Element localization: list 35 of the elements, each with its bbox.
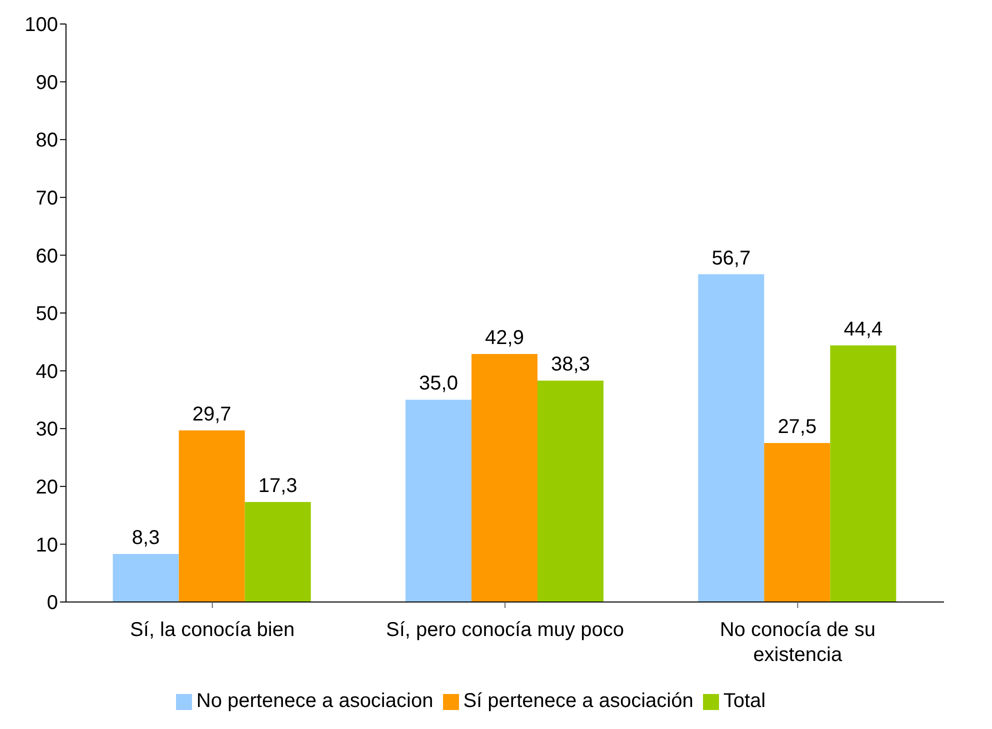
x-tick-label: Sí, pero conocía muy poco [386,619,624,641]
data-label: 44,4 [844,318,883,340]
legend-label: Sí pertenece a asociación [463,690,694,712]
bar [830,345,896,602]
y-tick-label: 80 [36,130,58,152]
bar [112,554,179,602]
x-tick-label: No conocía de su existencia [720,619,876,666]
bar [698,274,764,602]
data-label: 42,9 [485,327,524,350]
y-tick-label: 10 [36,534,58,556]
y-tick-label: 0 [46,592,58,614]
legend-label: Total [723,690,766,712]
y-tick-label: 100 [24,14,58,36]
y-tick-label: 50 [36,303,58,326]
data-label: 29,7 [192,403,232,426]
data-label: 8,3 [132,527,160,550]
y-tick-label: 30 [36,418,58,441]
data-label: 17,3 [258,475,298,498]
bar [471,354,538,602]
bar [178,430,245,602]
bar [537,380,604,602]
data-label: 56,7 [712,247,751,270]
y-tick-label: 60 [36,245,58,268]
bar [405,400,472,602]
data-label: 27,5 [778,416,817,438]
y-tick-label: 90 [36,72,58,94]
data-label: 35,0 [419,372,458,395]
data-label: 38,3 [551,354,590,376]
bar [244,502,311,602]
y-tick-label: 20 [36,476,58,498]
legend-label: No pertenece a asociacion [196,690,434,712]
y-tick-label: 40 [36,360,58,383]
x-tick-label: Sí, la conocía bien [130,619,295,641]
y-tick-label: 70 [36,188,58,210]
bar [764,443,830,602]
